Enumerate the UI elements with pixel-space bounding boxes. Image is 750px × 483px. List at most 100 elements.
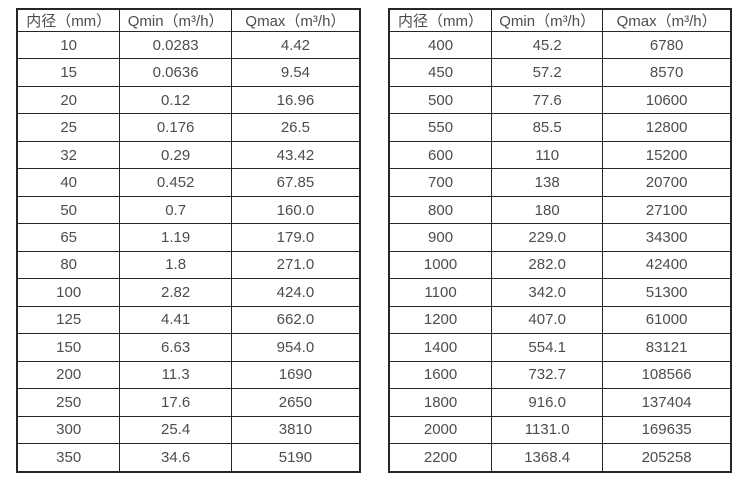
table-cell: 85.5 — [491, 113, 604, 142]
table-cell: 108566 — [602, 360, 732, 390]
table-row: 50 0.7 160.0 — [16, 195, 361, 225]
table-row: 300 25.4 3810 — [16, 415, 361, 445]
table-row: 20 0.12 16.96 — [16, 85, 361, 115]
table-cell: 450 — [388, 58, 493, 87]
table-cell: 300 — [16, 415, 121, 445]
header-row: 内径（mm） Qmin（m³/h） Qmax（m³/h） — [388, 8, 732, 32]
table-cell: 26.5 — [230, 113, 361, 142]
table-cell: 169635 — [602, 415, 732, 445]
table-cell: 2650 — [230, 388, 361, 417]
table-cell: 15 — [16, 58, 121, 87]
table-cell: 0.12 — [119, 85, 232, 115]
column-header: 内径（mm） — [16, 8, 121, 32]
table-cell: 800 — [388, 195, 493, 225]
table-cell: 0.29 — [119, 140, 232, 170]
table-cell: 1600 — [388, 360, 493, 390]
table-cell: 110 — [491, 140, 604, 170]
table-cell: 34300 — [602, 223, 732, 252]
table-cell: 282.0 — [491, 250, 604, 280]
table-cell: 17.6 — [119, 388, 232, 417]
table-row: 200 11.3 1690 — [16, 360, 361, 390]
table-cell: 10600 — [602, 85, 732, 115]
table-row: 400 45.2 6780 — [388, 30, 732, 60]
table-row: 150 6.63 954.0 — [16, 333, 361, 362]
table-cell: 350 — [16, 443, 121, 473]
table-cell: 9.54 — [230, 58, 361, 87]
table-cell: 77.6 — [491, 85, 604, 115]
table-cell: 45.2 — [491, 30, 604, 60]
table-cell: 125 — [16, 305, 121, 335]
table-cell: 0.0283 — [119, 30, 232, 60]
header-row: 内径（mm） Qmin（m³/h） Qmax（m³/h） — [16, 8, 361, 32]
table-cell: 2.82 — [119, 278, 232, 307]
table-cell: 40 — [16, 168, 121, 197]
table-row: 1100 342.0 51300 — [388, 278, 732, 307]
table-row: 32 0.29 43.42 — [16, 140, 361, 170]
table-cell: 34.6 — [119, 443, 232, 473]
table-cell: 550 — [388, 113, 493, 142]
table-cell: 138 — [491, 168, 604, 197]
table-cell: 32 — [16, 140, 121, 170]
table-row: 250 17.6 2650 — [16, 388, 361, 417]
table-row: 900 229.0 34300 — [388, 223, 732, 252]
table-cell: 57.2 — [491, 58, 604, 87]
table-cell: 205258 — [602, 443, 732, 473]
table-row: 2000 1131.0 169635 — [388, 415, 732, 445]
table-cell: 1.8 — [119, 250, 232, 280]
table-cell: 20 — [16, 85, 121, 115]
table-cell: 25 — [16, 113, 121, 142]
diameter-flow-table-left: 内径（mm） Qmin（m³/h） Qmax（m³/h） 10 0.0283 4.42 15… — [16, 8, 361, 473]
table-cell: 61000 — [602, 305, 732, 335]
column-header: 内径（mm） — [388, 8, 493, 32]
table-cell: 2200 — [388, 443, 493, 473]
table-cell: 1100 — [388, 278, 493, 307]
table-cell: 16.96 — [230, 85, 361, 115]
column-header: Qmin（m³/h） — [119, 8, 232, 32]
table-row: 1200 407.0 61000 — [388, 305, 732, 335]
table-cell: 27100 — [602, 195, 732, 225]
table-cell: 554.1 — [491, 333, 604, 362]
table-cell: 1400 — [388, 333, 493, 362]
table-row: 15 0.0636 9.54 — [16, 58, 361, 87]
table-cell: 6780 — [602, 30, 732, 60]
column-header: Qmax（m³/h） — [230, 8, 361, 32]
table-row: 1600 732.7 108566 — [388, 360, 732, 390]
table-cell: 407.0 — [491, 305, 604, 335]
table-row: 2200 1368.4 205258 — [388, 443, 732, 473]
table-cell: 0.7 — [119, 195, 232, 225]
table-cell: 342.0 — [491, 278, 604, 307]
table-cell: 5190 — [230, 443, 361, 473]
table-row: 80 1.8 271.0 — [16, 250, 361, 280]
table-cell: 0.452 — [119, 168, 232, 197]
table-cell: 65 — [16, 223, 121, 252]
table-row: 700 138 20700 — [388, 168, 732, 197]
table-cell: 1800 — [388, 388, 493, 417]
table-cell: 271.0 — [230, 250, 361, 280]
table-row: 1000 282.0 42400 — [388, 250, 732, 280]
table-cell: 150 — [16, 333, 121, 362]
table-cell: 10 — [16, 30, 121, 60]
table-cell: 4.42 — [230, 30, 361, 60]
table-cell: 916.0 — [491, 388, 604, 417]
table-row: 1400 554.1 83121 — [388, 333, 732, 362]
table-row: 25 0.176 26.5 — [16, 113, 361, 142]
table-cell: 229.0 — [491, 223, 604, 252]
table-row: 550 85.5 12800 — [388, 113, 732, 142]
table-cell: 25.4 — [119, 415, 232, 445]
table-cell: 137404 — [602, 388, 732, 417]
table-cell: 100 — [16, 278, 121, 307]
table-cell: 6.63 — [119, 333, 232, 362]
table-cell: 700 — [388, 168, 493, 197]
table-cell: 3810 — [230, 415, 361, 445]
table-cell: 83121 — [602, 333, 732, 362]
table-row: 40 0.452 67.85 — [16, 168, 361, 197]
table-row: 65 1.19 179.0 — [16, 223, 361, 252]
table-cell: 67.85 — [230, 168, 361, 197]
table-cell: 200 — [16, 360, 121, 390]
table-cell: 0.0636 — [119, 58, 232, 87]
table-cell: 424.0 — [230, 278, 361, 307]
column-header: Qmax（m³/h） — [602, 8, 732, 32]
table-cell: 4.41 — [119, 305, 232, 335]
table-cell: 1131.0 — [491, 415, 604, 445]
